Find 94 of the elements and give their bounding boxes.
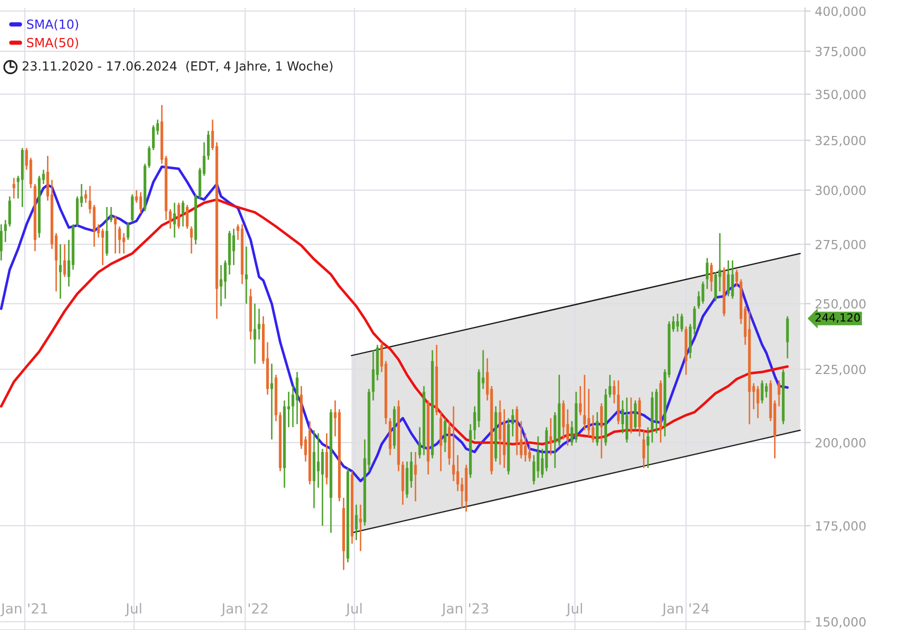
candlestick — [726, 260, 730, 297]
candlestick — [528, 444, 531, 462]
candlestick — [177, 202, 180, 230]
candlestick — [562, 400, 565, 440]
candlestick — [372, 349, 375, 402]
y-tick-label: 150,000 — [816, 617, 866, 628]
candlestick — [0, 224, 3, 262]
x-tick-label: Jul — [124, 602, 142, 616]
candlestick — [592, 414, 594, 444]
candlestick — [206, 130, 210, 161]
candlestick — [786, 316, 789, 359]
candlestick — [608, 374, 612, 398]
candlestick — [122, 232, 126, 254]
line-series — [0, 198, 789, 446]
candlestick — [130, 194, 134, 223]
x-tick-label: Jul — [345, 602, 362, 616]
candlestick — [764, 382, 768, 398]
candlestick — [702, 280, 704, 304]
candlestick — [4, 219, 7, 243]
candlestick — [152, 124, 155, 151]
candlestick — [202, 142, 206, 177]
candlestick — [646, 426, 650, 469]
y-tick-label: 350,000 — [816, 90, 866, 100]
candlestick — [642, 430, 646, 469]
candlestick — [583, 374, 586, 431]
candlestick — [444, 417, 446, 453]
y-tick-label: 325,000 — [816, 136, 866, 147]
candlestick — [634, 400, 637, 431]
candlestick — [245, 246, 248, 304]
candlestick — [296, 371, 298, 425]
legend-label: SMA(50) — [27, 38, 78, 49]
x-tick-label: Jan '23 — [441, 603, 488, 616]
candlestick — [680, 313, 684, 332]
candlestick — [139, 192, 142, 214]
candlestick — [156, 118, 159, 136]
candlestick — [126, 221, 130, 241]
x-tick-label: Jan '24 — [662, 603, 709, 616]
candlestick — [8, 196, 12, 228]
candlestick — [587, 388, 590, 438]
y-tick-label: 275,000 — [816, 240, 866, 251]
candlestick — [549, 417, 552, 456]
x-tick-label: Jan '21 — [0, 603, 48, 616]
candlestick — [354, 504, 358, 541]
candlestick — [118, 226, 121, 254]
candlestick — [612, 380, 616, 404]
candlestick — [316, 432, 320, 488]
candlestick — [731, 260, 734, 300]
candlestick — [321, 448, 324, 526]
candlestick — [676, 313, 679, 332]
y-tick-label: 200,000 — [816, 438, 866, 449]
candlestick — [270, 363, 274, 440]
annotation: 244,120 — [815, 313, 860, 323]
y-tick-label: 175,000 — [816, 521, 866, 532]
y-tick-label: 400,000 — [815, 6, 866, 18]
candlestick — [190, 226, 193, 254]
candlestick — [456, 454, 460, 492]
candlestick — [760, 380, 764, 404]
annotation: 23.11.2020 - 17.06.2024 (EDT, 4 Jahre, 1 Woche) — [22, 61, 332, 74]
x-tick-label: Jul — [566, 602, 582, 616]
candlestick — [596, 412, 599, 446]
candlestick — [220, 264, 222, 307]
candlestick — [114, 214, 117, 254]
y-tick-label: 250,000 — [816, 299, 866, 310]
candlestick — [106, 206, 108, 256]
candlestick — [532, 454, 536, 486]
candlestick — [110, 206, 112, 223]
candlestick — [630, 396, 632, 434]
candlestick — [148, 145, 151, 168]
candlestick — [232, 228, 236, 266]
candlestick — [253, 302, 256, 364]
candlestick — [452, 406, 455, 482]
candlestick — [710, 262, 713, 292]
y-tick-label: 225,000 — [816, 364, 866, 376]
candlestick — [182, 200, 184, 228]
candlestick — [359, 504, 362, 552]
candlestick — [63, 244, 66, 278]
candlestick — [414, 451, 417, 502]
candlestick — [258, 308, 260, 340]
candlestick — [59, 244, 62, 300]
y-tick-label: 300,000 — [816, 186, 866, 196]
candlestick — [92, 204, 96, 248]
y-tick-label: 375,000 — [816, 46, 866, 58]
candlestick — [778, 380, 780, 407]
candlestick — [536, 436, 540, 478]
candlestick — [735, 269, 738, 288]
candlestick — [511, 408, 514, 438]
candlestick — [186, 204, 189, 230]
candlestick — [756, 385, 760, 419]
candlestick — [600, 402, 603, 460]
candlestick — [524, 432, 527, 462]
candlestick — [706, 257, 709, 290]
candlestick — [173, 202, 176, 238]
x-tick-label: Jan '22 — [220, 603, 268, 616]
legend-label: SMA(10) — [27, 19, 78, 30]
